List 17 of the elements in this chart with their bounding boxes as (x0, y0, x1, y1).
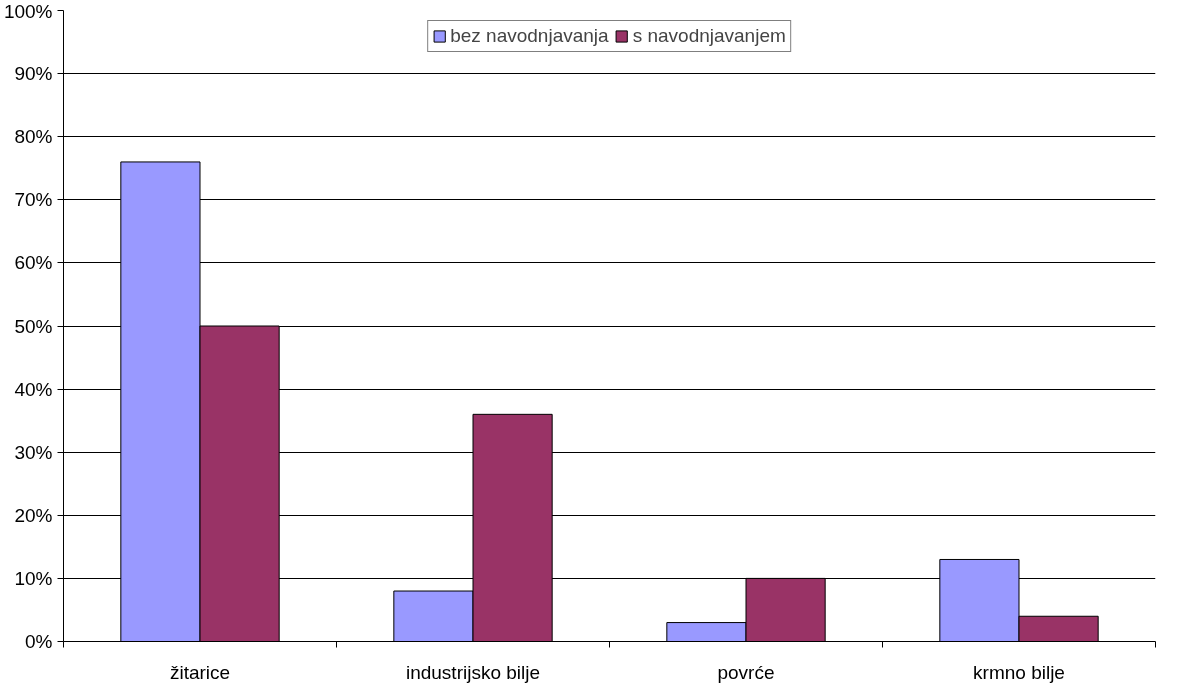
y-tick-label: 40% (14, 378, 53, 400)
y-tick-label: 60% (14, 252, 53, 274)
legend-label: s navodnjavanjem (632, 25, 786, 47)
x-tick-label: povrće (717, 661, 775, 683)
y-tick-label: 80% (14, 126, 53, 148)
y-tick-label: 70% (14, 189, 53, 211)
y-tick-label: 10% (14, 567, 53, 589)
y-tick-label: 90% (14, 63, 53, 85)
y-tick-label: 20% (14, 504, 53, 526)
y-tick-label: 0% (25, 631, 53, 652)
y-tick-label: 100% (3, 0, 53, 22)
x-tick-label: industrijsko bilje (405, 661, 541, 683)
y-tick-label: 30% (14, 441, 53, 463)
x-tick-label: krmno bilje (973, 661, 1065, 683)
legend-label: bez navodnjavanja (450, 25, 609, 47)
y-tick-label: 50% (14, 315, 53, 337)
x-tick-label: žitarice (169, 661, 231, 683)
